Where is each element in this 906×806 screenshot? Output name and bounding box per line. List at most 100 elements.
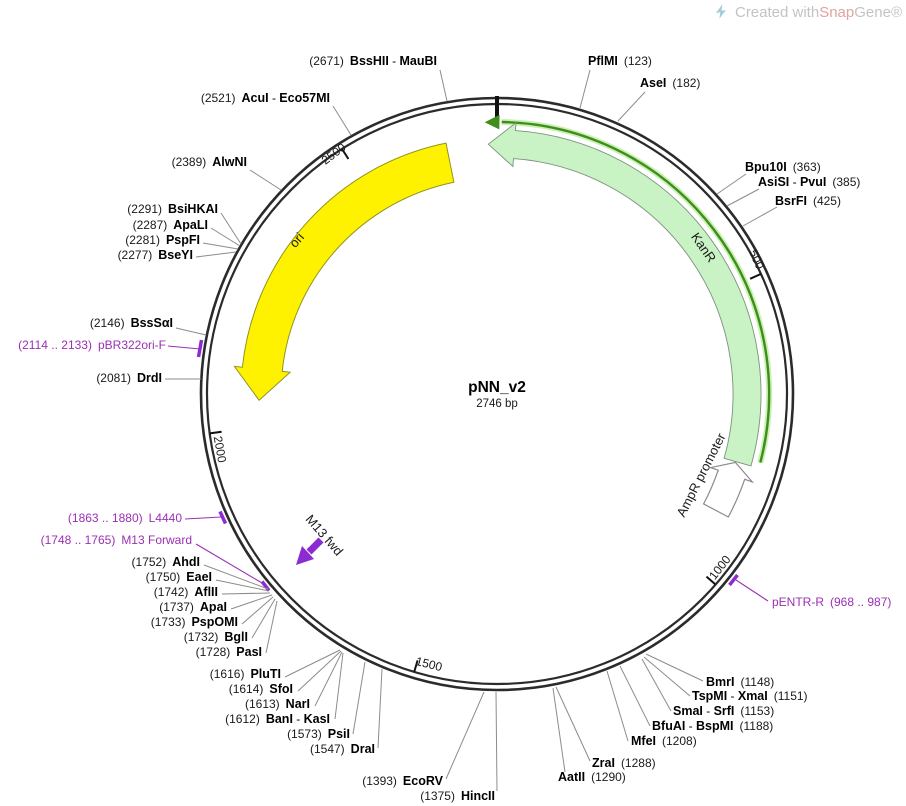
enzyme-label-pasi[interactable]: (1728) PasI xyxy=(196,645,262,660)
m13-fwd-arrow[interactable] xyxy=(296,537,324,565)
label-position: (1151) xyxy=(773,689,808,703)
kanr-feature-arrow[interactable] xyxy=(487,121,762,467)
label-position: (1728) xyxy=(195,645,231,659)
enzyme-label-bsshii-maubi[interactable]: (2671) BssHII - MauBI xyxy=(309,54,437,69)
enzyme-label-apai[interactable]: (1737) ApaI xyxy=(159,600,227,615)
enzyme-label-apali[interactable]: (2287) ApaLI xyxy=(133,218,208,233)
primer-label-m13-forward[interactable]: (1748 .. 1765) M13 Forward xyxy=(41,533,192,548)
enzyme-label-bfuai-bspmi[interactable]: BfuAI - BspMI (1188) xyxy=(652,719,773,734)
enzyme-label-bmri[interactable]: BmrI (1148) xyxy=(706,675,774,690)
label-name: AhdI xyxy=(172,555,200,569)
pointer-line xyxy=(284,649,341,678)
enzyme-label-bani-kasi[interactable]: (1612) BanI - KasI xyxy=(225,712,330,727)
pointer-line xyxy=(251,598,276,639)
enzyme-label-ecorv[interactable]: (1393) EcoRV xyxy=(362,774,443,789)
enzyme-label-asei[interactable]: AseI (182) xyxy=(640,76,700,91)
enzyme-label-hincii[interactable]: (1375) HincII xyxy=(420,789,495,804)
enzyme-label-bsihkai[interactable]: (2291) BsiHKAI xyxy=(127,202,218,217)
enzyme-label-pluti[interactable]: (1616) PluTI xyxy=(210,667,281,682)
label-position: (1573) xyxy=(287,727,322,741)
enzyme-label-acui-eco57mi[interactable]: (2521) AcuI - Eco57MI xyxy=(201,91,330,106)
ori-feature-arrow[interactable] xyxy=(233,142,455,401)
label-name: M13 Forward xyxy=(121,533,192,547)
label-name: AseI xyxy=(640,76,667,90)
label-name: SfoI xyxy=(269,682,293,696)
label-name: BglI xyxy=(224,630,248,644)
plasmid-title-block: pNN_v2 2746 bp xyxy=(347,379,647,410)
enzyme-label-alwni[interactable]: (2389) AlwNI xyxy=(172,155,247,170)
enzyme-label-aatii[interactable]: AatII (1290) xyxy=(558,770,626,785)
label-position: (2521) xyxy=(200,91,236,105)
enzyme-label-pspfi[interactable]: (2281) PspFI xyxy=(125,233,200,248)
snapgene-watermark: Created with Snap Gene® xyxy=(712,3,902,21)
label-name: EaeI xyxy=(186,570,212,584)
enzyme-label-nari[interactable]: (1613) NarI xyxy=(245,697,310,712)
label-position: (123) xyxy=(623,54,652,68)
plasmid-size: 2746 bp xyxy=(476,398,518,410)
label-name: PsiI xyxy=(327,727,350,741)
pointer-line xyxy=(377,668,383,749)
label-position: (1733) xyxy=(150,615,186,629)
pointer-line xyxy=(195,543,263,584)
enzyme-label-bsssαi[interactable]: (2146) BssSαI xyxy=(90,316,173,331)
kanr-gene-arrow[interactable] xyxy=(484,114,773,464)
pointer-line xyxy=(265,600,278,654)
label-name: EcoRV xyxy=(402,774,443,788)
primer-label-pbr322ori-f[interactable]: (2114 .. 2133) pBR322ori-F xyxy=(18,338,166,353)
pointer-line xyxy=(643,656,691,697)
enzyme-label-bpu10i[interactable]: Bpu10I (363) xyxy=(745,160,821,175)
label-position: (1148) xyxy=(740,675,775,689)
label-name: AlwNI xyxy=(212,155,247,169)
pointer-line xyxy=(203,564,269,590)
enzyme-label-psii[interactable]: (1573) PsiI xyxy=(287,727,350,742)
pointer-line xyxy=(645,653,704,682)
label-position: (385) xyxy=(832,175,861,189)
pointer-line xyxy=(641,658,672,712)
primer-label-l4440[interactable]: (1863 .. 1880) L4440 xyxy=(68,511,182,526)
enzyme-label-smai-srfi[interactable]: SmaI - SrfI (1153) xyxy=(673,704,774,719)
pointer-line xyxy=(332,105,352,136)
label-name: PasI xyxy=(236,645,262,659)
enzyme-label-tspmi-xmai[interactable]: TspMI - XmaI (1151) xyxy=(692,689,808,704)
enzyme-label-zrai[interactable]: ZraI (1288) xyxy=(592,756,656,771)
watermark-text: Created with xyxy=(734,3,820,21)
label-position: (1863 .. 1880) xyxy=(67,511,143,525)
enzyme-label-pspomi[interactable]: (1733) PspOMI xyxy=(151,615,238,630)
pointer-line xyxy=(579,69,591,109)
enzyme-label-ahdi[interactable]: (1752) AhdI xyxy=(132,555,200,570)
pointer-line xyxy=(352,661,366,735)
label-name: PflMI xyxy=(588,54,618,68)
tick-1000 xyxy=(705,575,717,586)
label-name: NarI xyxy=(285,697,310,711)
tick-500 xyxy=(749,272,762,280)
enzyme-label-bsrfi[interactable]: BsrFI (425) xyxy=(775,194,841,209)
enzyme-label-drdi[interactable]: (2081) DrdI xyxy=(96,371,162,386)
tick-label-2000: 2000 xyxy=(211,435,229,464)
label-position: (968 .. 987) xyxy=(830,595,892,609)
enzyme-label-bgli[interactable]: (1732) BglI xyxy=(184,630,248,645)
pointer-line xyxy=(195,251,237,258)
pointer-line xyxy=(552,687,566,773)
label-name: ApaI xyxy=(199,600,227,614)
label-name: Bpu10I xyxy=(745,160,787,174)
label-position: (182) xyxy=(672,76,701,90)
primer-label-pentr-r[interactable]: pENTR-R (968 .. 987) xyxy=(772,595,891,610)
enzyme-label-mfei[interactable]: MfeI (1208) xyxy=(631,734,697,749)
enzyme-label-aflii[interactable]: (1742) AflII xyxy=(154,585,218,600)
enzyme-label-drai[interactable]: (1547) DraI xyxy=(310,742,375,757)
snapgene-logo-icon xyxy=(715,4,726,19)
primer-pointer-lines xyxy=(167,345,769,602)
enzyme-label-pflmi[interactable]: PflMI (123) xyxy=(588,54,652,69)
pointer-line xyxy=(495,691,498,792)
enzyme-label-sfoi[interactable]: (1614) SfoI xyxy=(229,682,293,697)
label-position: (1614) xyxy=(228,682,264,696)
ampr-promoter-arrow[interactable] xyxy=(702,461,755,518)
enzyme-label-bseyi[interactable]: (2277) BseYI xyxy=(118,248,193,263)
enzyme-label-eaei[interactable]: (1750) EaeI xyxy=(146,570,212,585)
label-name: AatII xyxy=(558,770,586,784)
enzyme-pointer-lines xyxy=(165,69,778,792)
enzyme-label-asisi-pvui[interactable]: AsiSI - PvuI (385) xyxy=(758,175,860,190)
label-name: AflII xyxy=(194,585,218,599)
label-position: (1742) xyxy=(153,585,189,599)
l4440-site-tick xyxy=(218,510,228,525)
